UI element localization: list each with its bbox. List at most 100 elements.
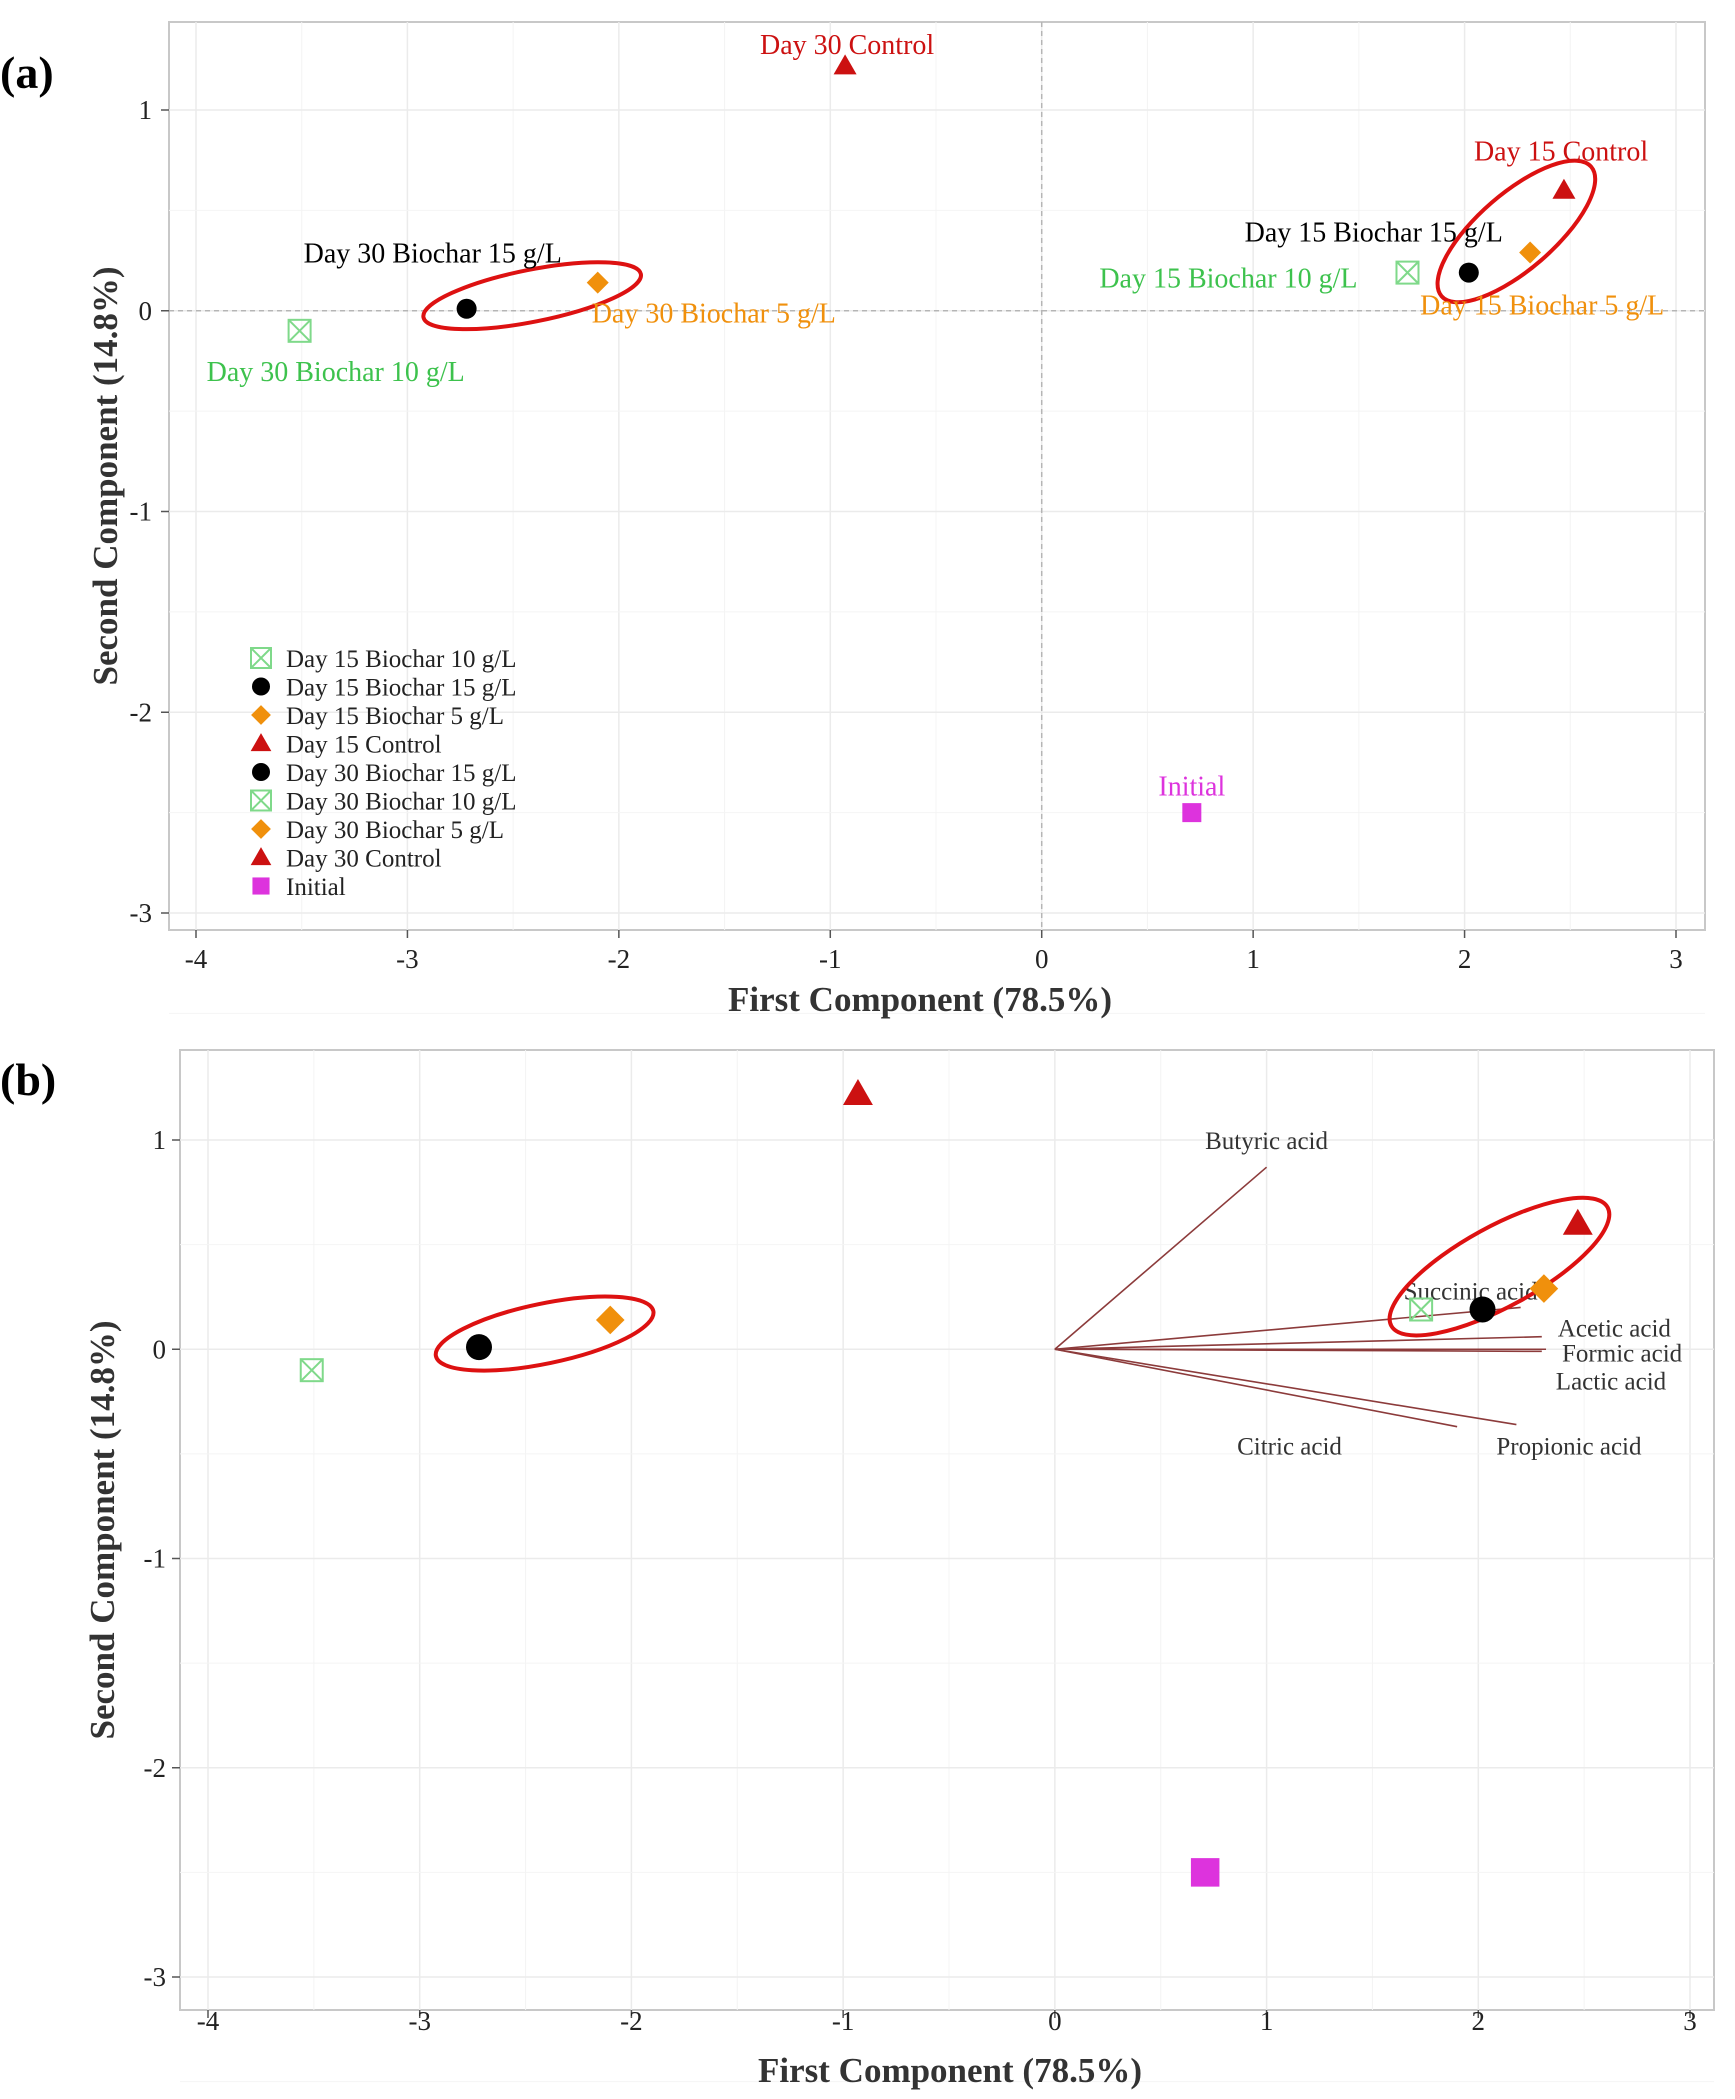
marker-cross-b — [1395, 260, 1420, 285]
legend-key-day-30-biochar-15-g-l — [252, 763, 270, 781]
loading-vector-acetic-acid — [1054, 1335, 1542, 1351]
x-tick-label: 0 — [1035, 944, 1049, 974]
legend-key-day-15-biochar-5-g-l — [251, 705, 271, 725]
legend-key-day-15-biochar-15-g-l — [252, 677, 270, 696]
legend-key-day-15-control — [250, 733, 272, 752]
x-tick-label: -3 — [396, 944, 419, 974]
legend-label-day-15-biochar-5-g-l: Day 15 Biochar 5 g/L — [286, 703, 504, 730]
point-label-day-30-control: Day 30 Control — [760, 30, 934, 61]
legend-label-day-30-biochar-15-g-l: Day 30 Biochar 15 g/L — [286, 760, 517, 787]
marker-outline — [287, 318, 312, 343]
loading-label-acetic-acid: Acetic acid — [1558, 1316, 1672, 1343]
loading-label-propionic-acid: Propionic acid — [1496, 1434, 1642, 1461]
point-initial — [1182, 803, 1202, 823]
x-tick-label: 1 — [1246, 944, 1260, 974]
legend-label-initial: Initial — [286, 874, 346, 901]
point-day-15-biochar-15-g-l — [1458, 262, 1479, 283]
x-tick-label: 0 — [1048, 2006, 1062, 2036]
y-tick-label: -3 — [144, 1962, 167, 1992]
x-tick-label: 3 — [1683, 2006, 1697, 2036]
marker-outline — [1395, 260, 1420, 285]
x-tick-label: 2 — [1458, 944, 1472, 974]
point-day-30-control — [833, 54, 857, 75]
legend-label-day-30-control: Day 30 Control — [286, 846, 442, 873]
panel-a-ticks: -4 -3 -2 -1 0 1 2 3 1 0 -1 -2 -3 — [130, 95, 1683, 974]
marker-cross-b — [250, 789, 272, 812]
panel-a-gridlines — [169, 22, 1705, 1014]
panel-a-label: (a) — [0, 47, 54, 98]
point-day-30-biochar-10-g-l — [287, 318, 312, 343]
panel-b-ticks: -4 -3 -2 -1 0 1 2 3 1 0 -1 -2 -3 — [144, 1125, 1697, 2036]
legend-label-day-15-biochar-10-g-l: Day 15 Biochar 10 g/L — [286, 646, 517, 673]
point-day-15-control — [1552, 178, 1576, 199]
x-tick-label: -1 — [832, 2006, 855, 2036]
legend-key-day-30-control — [250, 847, 272, 866]
legend-key-day-30-biochar-5-g-l — [251, 819, 271, 839]
marker-outline — [250, 789, 272, 812]
point-day-15-biochar-10-g-l — [1409, 1297, 1434, 1322]
panel-b-plot-area — [179, 1049, 1715, 2011]
y-tick-label: -3 — [130, 898, 153, 928]
panel-b-ellipses — [433, 1195, 1612, 1373]
point-day-15-control — [1562, 1208, 1593, 1235]
x-tick-label: -4 — [185, 944, 208, 974]
x-tick-label: -3 — [408, 2006, 431, 2036]
x-tick-label: 3 — [1669, 944, 1683, 974]
marker-cross-b — [300, 1358, 324, 1382]
panel-b-loading-vectors: Butyric acid Succinic acid Acetic acidForm… — [1054, 1128, 1683, 1461]
loading-vector-lactic-acid — [1054, 1348, 1542, 1353]
loading-label-butyric-acid: Butyric acid — [1205, 1128, 1328, 1155]
panel-a-x-axis-title: First Component (78.5%) — [728, 980, 1112, 1019]
x-tick-label: -4 — [197, 2006, 220, 2036]
legend-key-day-15-biochar-10-g-l — [250, 647, 272, 669]
point-label-initial: Initial — [1158, 772, 1225, 803]
cluster-ellipse-1 — [421, 260, 643, 332]
x-tick-label: 2 — [1472, 2006, 1486, 2036]
cluster-ellipse-2 — [1387, 1195, 1612, 1338]
y-tick-label: -2 — [130, 697, 153, 727]
legend-key-initial — [252, 877, 270, 895]
marker-cross-b — [250, 647, 272, 669]
loading-label-citric-acid: Citric acid — [1237, 1434, 1342, 1461]
point-label-day-15-biochar-10-g-l: Day 15 Biochar 10 g/L — [1099, 264, 1357, 295]
legend-label-day-30-biochar-5-g-l: Day 30 Biochar 5 g/L — [286, 817, 504, 844]
point-day-15-biochar-5-g-l — [1519, 241, 1542, 264]
legend-label-day-15-control: Day 15 Control — [286, 732, 442, 759]
y-tick-label: -1 — [130, 497, 153, 527]
y-tick-label: -2 — [144, 1753, 167, 1783]
point-day-30-biochar-15-g-l — [465, 1334, 492, 1361]
loading-vector-citric-acid — [1054, 1348, 1458, 1428]
panel-a-ellipses — [421, 158, 1598, 332]
cluster-ellipse-2 — [1435, 158, 1598, 305]
panel-b: (b) -4 -3 -2 -1 0 1 2 3 1 0 -1 -2 -3 Butyric acid Suc… — [0, 1049, 1715, 2090]
cluster-ellipse-1 — [433, 1294, 656, 1373]
y-tick-label: 1 — [139, 95, 153, 125]
point-day-15-biochar-15-g-l — [1469, 1296, 1496, 1323]
point-label-day-15-control: Day 15 Control — [1474, 136, 1648, 167]
marker-cross-b — [287, 319, 312, 343]
y-tick-label: 1 — [153, 1125, 167, 1155]
marker-outline — [299, 1358, 324, 1383]
loading-label-succinic-acid: Succinic acid — [1404, 1278, 1538, 1305]
panel-a-points — [287, 54, 1576, 823]
panel-b-label: (b) — [0, 1054, 56, 1105]
y-tick-label: -1 — [144, 1544, 167, 1574]
point-label-day-15-biochar-5-g-l: Day 15 Biochar 5 g/L — [1420, 291, 1664, 322]
loading-vector-propionic-acid — [1054, 1348, 1517, 1426]
point-day-30-biochar-5-g-l — [595, 1305, 625, 1335]
point-label-day-30-biochar-15-g-l: Day 30 Biochar 15 g/L — [304, 239, 562, 270]
point-day-30-control — [843, 1079, 873, 1106]
legend-key-day-30-biochar-10-g-l — [250, 789, 272, 812]
legend-label-day-15-biochar-15-g-l: Day 15 Biochar 15 g/L — [286, 675, 517, 702]
marker-outline — [1409, 1297, 1434, 1322]
loading-label-lactic-acid: Lactic acid — [1556, 1368, 1667, 1395]
marker-outline — [250, 647, 272, 669]
panel-a-plot-area — [168, 21, 1706, 931]
loading-vector-succinic-acid — [1054, 1306, 1521, 1351]
y-tick-label: 0 — [153, 1334, 167, 1364]
panel-a-y-axis-title: Second Component (14.8%) — [86, 266, 125, 685]
panel-b-y-axis-title: Second Component (14.8%) — [83, 1320, 122, 1739]
legend-label-day-30-biochar-10-g-l: Day 30 Biochar 10 g/L — [286, 789, 517, 816]
